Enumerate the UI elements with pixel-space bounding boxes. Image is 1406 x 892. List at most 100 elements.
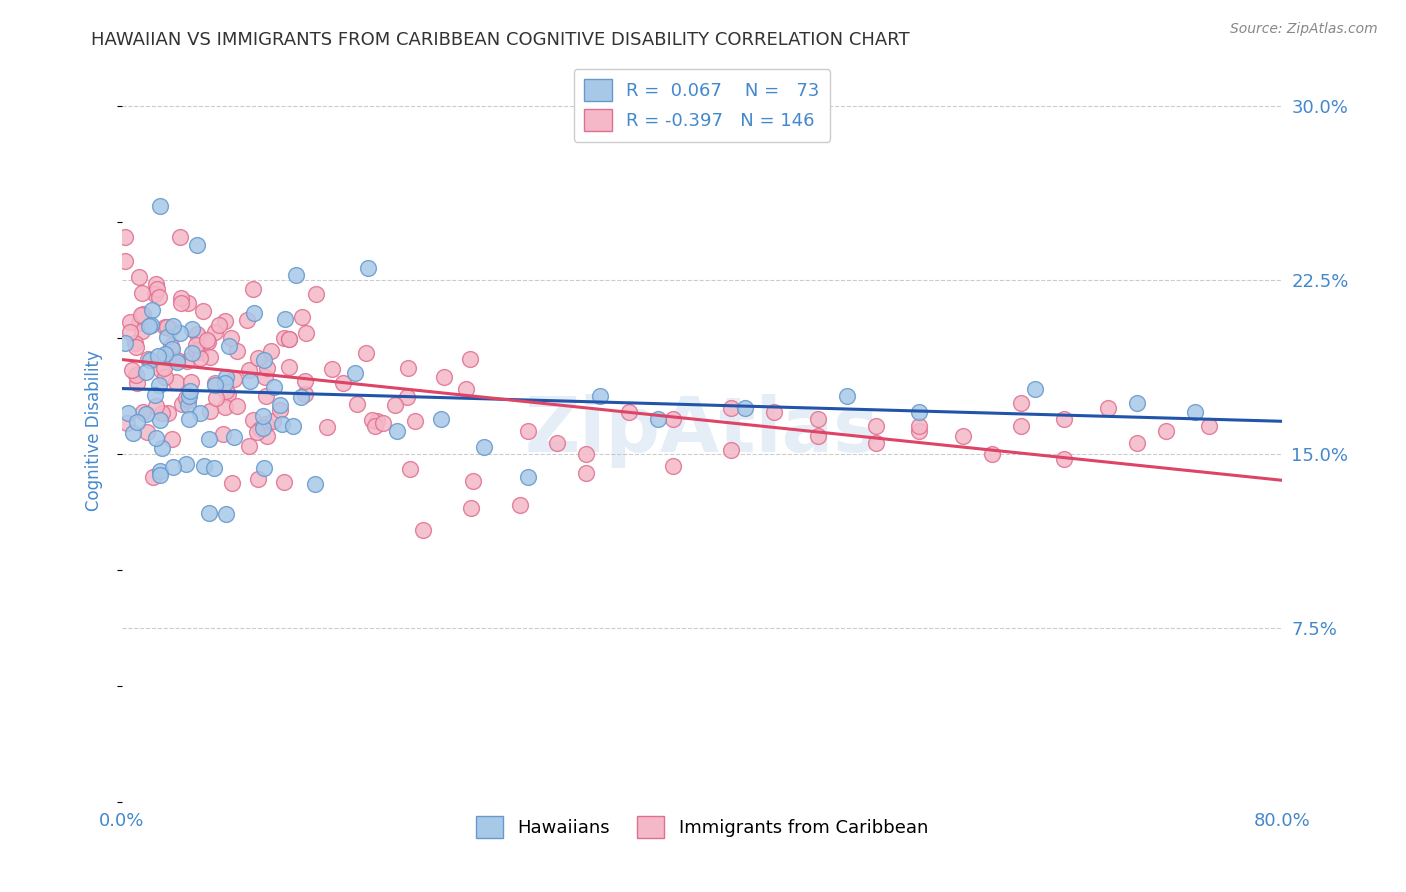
- Point: [1053, 451, 1076, 466]
- Point: [124, 335, 146, 350]
- Point: [160, 432, 183, 446]
- Point: [139, 318, 162, 332]
- Point: [262, 414, 284, 428]
- Point: [256, 360, 278, 375]
- Point: [177, 295, 200, 310]
- Point: [142, 470, 165, 484]
- Point: [273, 475, 295, 489]
- Point: [202, 460, 225, 475]
- Point: [294, 374, 316, 388]
- Point: [114, 253, 136, 268]
- Point: [247, 351, 270, 366]
- Point: [763, 405, 786, 419]
- Point: [807, 412, 830, 426]
- Point: [132, 308, 155, 322]
- Point: [177, 412, 200, 426]
- Legend: Hawaiians, Immigrants from Caribbean: Hawaiians, Immigrants from Caribbean: [468, 809, 935, 846]
- Point: [274, 312, 297, 326]
- Point: [460, 500, 482, 515]
- Point: [188, 351, 211, 365]
- Point: [304, 477, 326, 491]
- Point: [179, 384, 201, 398]
- Point: [120, 325, 142, 339]
- Point: [1126, 396, 1149, 410]
- Point: [156, 320, 179, 334]
- Point: [177, 389, 200, 403]
- Point: [662, 458, 685, 473]
- Point: [412, 523, 434, 537]
- Text: ZipAtlas: ZipAtlas: [524, 394, 879, 468]
- Point: [1184, 405, 1206, 419]
- Point: [204, 378, 226, 392]
- Point: [395, 391, 418, 405]
- Point: [128, 270, 150, 285]
- Point: [366, 414, 388, 428]
- Point: [141, 302, 163, 317]
- Point: [135, 365, 157, 379]
- Point: [315, 420, 337, 434]
- Point: [204, 391, 226, 405]
- Point: [433, 370, 456, 384]
- Point: [458, 351, 481, 366]
- Point: [253, 352, 276, 367]
- Point: [238, 374, 260, 388]
- Point: [188, 406, 211, 420]
- Point: [135, 407, 157, 421]
- Point: [278, 332, 301, 346]
- Point: [155, 347, 177, 361]
- Point: [321, 362, 343, 376]
- Point: [149, 468, 172, 483]
- Point: [277, 360, 299, 375]
- Point: [305, 287, 328, 301]
- Point: [290, 390, 312, 404]
- Point: [1097, 401, 1119, 415]
- Point: [160, 322, 183, 336]
- Point: [865, 435, 887, 450]
- Point: [260, 344, 283, 359]
- Point: [215, 508, 238, 522]
- Point: [215, 369, 238, 384]
- Point: [131, 285, 153, 300]
- Point: [177, 398, 200, 412]
- Point: [212, 426, 235, 441]
- Point: [157, 406, 180, 420]
- Point: [117, 416, 139, 430]
- Point: [1154, 424, 1177, 438]
- Point: [343, 366, 366, 380]
- Point: [198, 350, 221, 364]
- Point: [384, 398, 406, 412]
- Text: HAWAIIAN VS IMMIGRANTS FROM CARIBBEAN COGNITIVE DISABILITY CORRELATION CHART: HAWAIIAN VS IMMIGRANTS FROM CARIBBEAN CO…: [91, 31, 910, 49]
- Point: [371, 416, 394, 430]
- Point: [256, 428, 278, 442]
- Point: [619, 405, 641, 419]
- Point: [226, 399, 249, 413]
- Point: [198, 432, 221, 446]
- Text: Source: ZipAtlas.com: Source: ZipAtlas.com: [1230, 22, 1378, 37]
- Point: [238, 363, 260, 377]
- Point: [121, 362, 143, 376]
- Point: [166, 355, 188, 369]
- Point: [1053, 412, 1076, 426]
- Point: [908, 419, 931, 434]
- Point: [174, 457, 197, 471]
- Point: [146, 282, 169, 296]
- Point: [215, 384, 238, 398]
- Point: [166, 375, 188, 389]
- Point: [186, 238, 208, 252]
- Point: [180, 375, 202, 389]
- Point: [160, 342, 183, 356]
- Point: [166, 352, 188, 367]
- Point: [138, 319, 160, 334]
- Point: [734, 401, 756, 415]
- Point: [172, 396, 194, 410]
- Point: [145, 431, 167, 445]
- Point: [346, 396, 368, 410]
- Point: [148, 199, 170, 213]
- Point: [242, 282, 264, 296]
- Point: [184, 343, 207, 358]
- Point: [662, 412, 685, 426]
- Point: [404, 414, 426, 428]
- Point: [135, 425, 157, 439]
- Point: [575, 447, 598, 461]
- Point: [249, 422, 271, 436]
